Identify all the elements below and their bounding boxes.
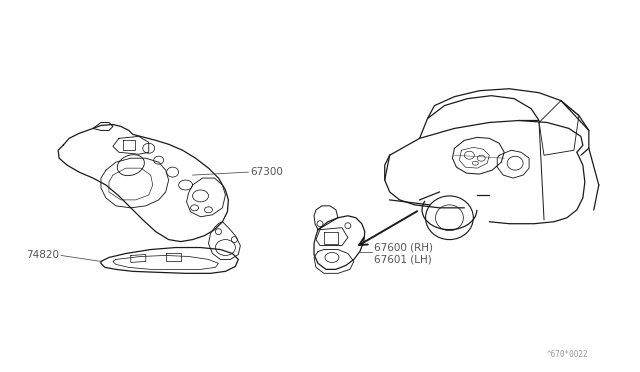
Text: 67601 (LH): 67601 (LH) bbox=[374, 254, 431, 264]
Text: 67600 (RH): 67600 (RH) bbox=[374, 243, 433, 253]
Text: ^670*0022: ^670*0022 bbox=[547, 350, 589, 359]
Text: 74820: 74820 bbox=[26, 250, 59, 260]
Text: 67300: 67300 bbox=[250, 167, 283, 177]
